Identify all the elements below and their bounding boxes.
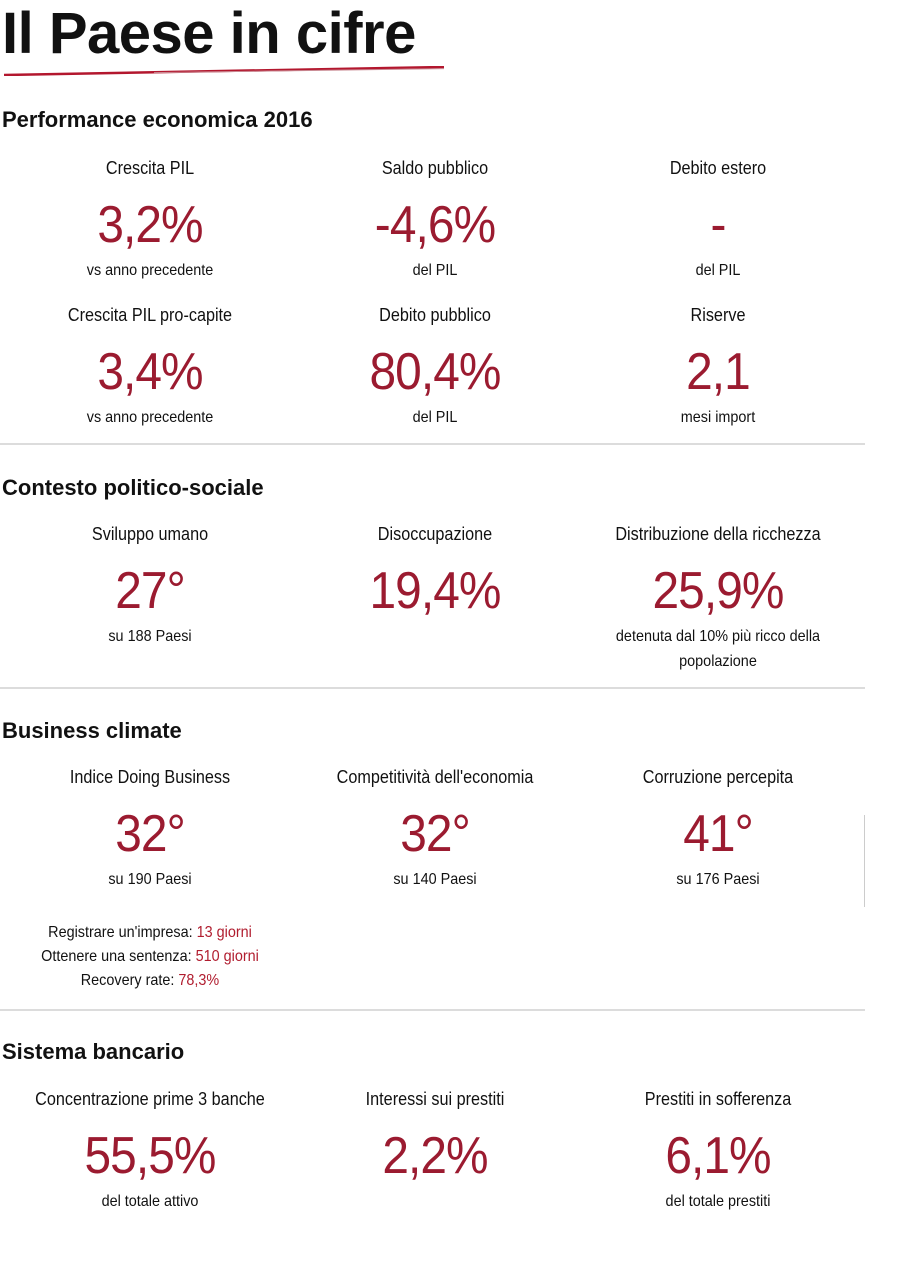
metric-label: Indice Doing Business xyxy=(69,767,231,787)
metric-label: Crescita PIL xyxy=(105,158,195,178)
metric-subtitle: su 140 Paesi xyxy=(393,871,477,888)
metric-subtitle: detenuta dal 10% più ricco della popolaz… xyxy=(615,628,821,670)
metric-label: Sviluppo umano xyxy=(91,524,209,544)
business-details: Registrare un'impresa: 13 giorni Ottener… xyxy=(0,921,300,993)
metric-subtitle: su 190 Paesi xyxy=(108,871,192,888)
section-heading-contesto: Contesto politico-sociale xyxy=(2,475,264,500)
divider xyxy=(0,1009,865,1011)
metric-value: 2,2% xyxy=(382,1127,488,1185)
metric-value: 55,5% xyxy=(84,1127,216,1185)
metric-label: Prestiti in sofferenza xyxy=(644,1089,792,1109)
metric-card: Prestiti in sofferenza 6,1% del totale pre… xyxy=(568,1087,868,1214)
metric-label: Interessi sui prestiti xyxy=(365,1089,505,1109)
metric-value: -4,6% xyxy=(374,196,496,254)
detail-label: Recovery rate: xyxy=(80,972,175,989)
metric-value: 80,4% xyxy=(369,343,501,401)
detail-registrare: Registrare un'impresa: 13 giorni xyxy=(15,921,285,945)
metric-value: 32° xyxy=(400,805,471,863)
detail-sentenza: Ottenere una sentenza: 510 giorni xyxy=(15,945,285,969)
metric-card: Interessi sui prestiti 2,2% xyxy=(285,1087,585,1189)
metric-label: Corruzione percepita xyxy=(642,767,794,787)
detail-label: Ottenere una sentenza: xyxy=(41,948,192,965)
detail-label: Registrare un'impresa: xyxy=(48,924,193,941)
metric-card: Saldo pubblico -4,6% del PIL xyxy=(285,156,585,283)
metric-subtitle: del PIL xyxy=(412,262,458,279)
metric-card: Debito pubblico 80,4% del PIL xyxy=(285,303,585,430)
metric-subtitle: su 188 Paesi xyxy=(108,628,192,645)
metric-value: 3,4% xyxy=(97,343,203,401)
metric-card: Competitività dell'economia 32° su 140 Pae… xyxy=(285,765,585,892)
metric-value: 3,2% xyxy=(97,196,203,254)
metric-label: Concentrazione prime 3 banche xyxy=(35,1089,265,1109)
metric-label: Disoccupazione xyxy=(377,524,493,544)
metric-label: Riserve xyxy=(690,305,746,325)
detail-value: 510 giorni xyxy=(195,948,259,965)
metric-card: Debito estero - del PIL xyxy=(568,156,868,283)
metric-subtitle: vs anno precedente xyxy=(86,262,214,279)
metric-card: Crescita PIL 3,2% vs anno precedente xyxy=(0,156,300,283)
metric-label: Crescita PIL pro-capite xyxy=(67,305,233,325)
section-heading-bancario: Sistema bancario xyxy=(2,1039,185,1064)
divider-vertical xyxy=(864,815,865,907)
metric-subtitle: del totale attivo xyxy=(101,1193,199,1210)
metric-label: Saldo pubblico xyxy=(381,158,489,178)
metric-value: 6,1% xyxy=(665,1127,771,1185)
metric-subtitle: su 176 Paesi xyxy=(676,871,760,888)
divider xyxy=(0,443,865,445)
metric-label: Competitività dell'economia xyxy=(336,767,534,787)
metric-value: 32° xyxy=(115,805,186,863)
detail-value: 78,3% xyxy=(178,972,220,989)
metric-card: Disoccupazione 19,4% xyxy=(285,522,585,624)
metric-value: 41° xyxy=(683,805,754,863)
metric-subtitle: del totale prestiti xyxy=(665,1193,771,1210)
metric-subtitle: mesi import xyxy=(680,409,756,426)
metric-card: Concentrazione prime 3 banche 55,5% del to… xyxy=(0,1087,300,1214)
metric-value: 25,9% xyxy=(652,562,784,620)
metric-card: Indice Doing Business 32° su 190 Paesi xyxy=(0,765,300,892)
metric-value: 2,1 xyxy=(686,343,751,401)
metric-label: Distribuzione della ricchezza xyxy=(615,524,821,544)
metric-value: 27° xyxy=(115,562,186,620)
metric-subtitle: del PIL xyxy=(412,409,458,426)
metric-value: - xyxy=(710,196,726,254)
metric-card: Crescita PIL pro-capite 3,4% vs anno prece… xyxy=(0,303,300,430)
metric-card: Corruzione percepita 41° su 176 Paesi xyxy=(568,765,868,892)
title-underline xyxy=(4,66,444,76)
section-heading-business: Business climate xyxy=(2,718,182,743)
metric-subtitle: del PIL xyxy=(695,262,741,279)
metric-label: Debito estero xyxy=(669,158,767,178)
divider xyxy=(0,687,865,689)
metric-card: Sviluppo umano 27° su 188 Paesi xyxy=(0,522,300,649)
page-title: Il Paese in cifre xyxy=(2,1,416,66)
metric-subtitle: vs anno precedente xyxy=(86,409,214,426)
metric-label: Debito pubblico xyxy=(379,305,491,325)
detail-value: 13 giorni xyxy=(196,924,252,941)
detail-recovery: Recovery rate: 78,3% xyxy=(15,969,285,993)
metric-card: Riserve 2,1 mesi import xyxy=(568,303,868,430)
metric-card: Distribuzione della ricchezza 25,9% detenu… xyxy=(568,522,868,674)
metric-value: 19,4% xyxy=(369,562,501,620)
section-heading-performance: Performance economica 2016 xyxy=(2,107,313,132)
